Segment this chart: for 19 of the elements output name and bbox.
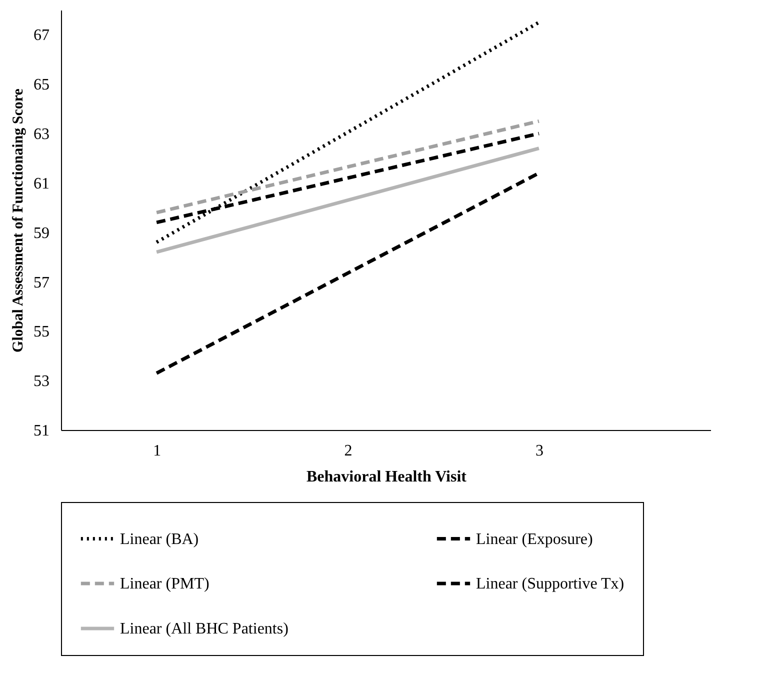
legend-label: Linear (BA) [120,530,199,548]
y-tick-label: 55 [34,324,50,341]
legend-label: Linear (PMT) [120,576,210,592]
legend-label: Linear (Supportive Tx) [476,576,624,592]
x-tick-label: 3 [535,442,544,460]
x-axis-title: Behavioral Health Visit [306,468,468,486]
x-tick-label: 2 [344,442,352,460]
y-tick-label: 65 [34,76,50,94]
y-tick-label: 59 [34,224,50,242]
y-tick-label: 67 [34,27,50,44]
legend-label: Linear (All BHC Patients) [120,620,288,638]
y-tick-label: 61 [34,175,50,192]
y-tick-label: 53 [34,373,50,390]
y-tick-label: 57 [34,274,50,292]
x-tick-label: 1 [153,442,162,460]
y-axis-title: Global Assessment of Functionaing Score [10,88,26,352]
y-tick-label: 51 [34,422,50,440]
legend-label: Linear (Exposure) [476,530,593,548]
y-tick-label: 63 [34,126,50,144]
